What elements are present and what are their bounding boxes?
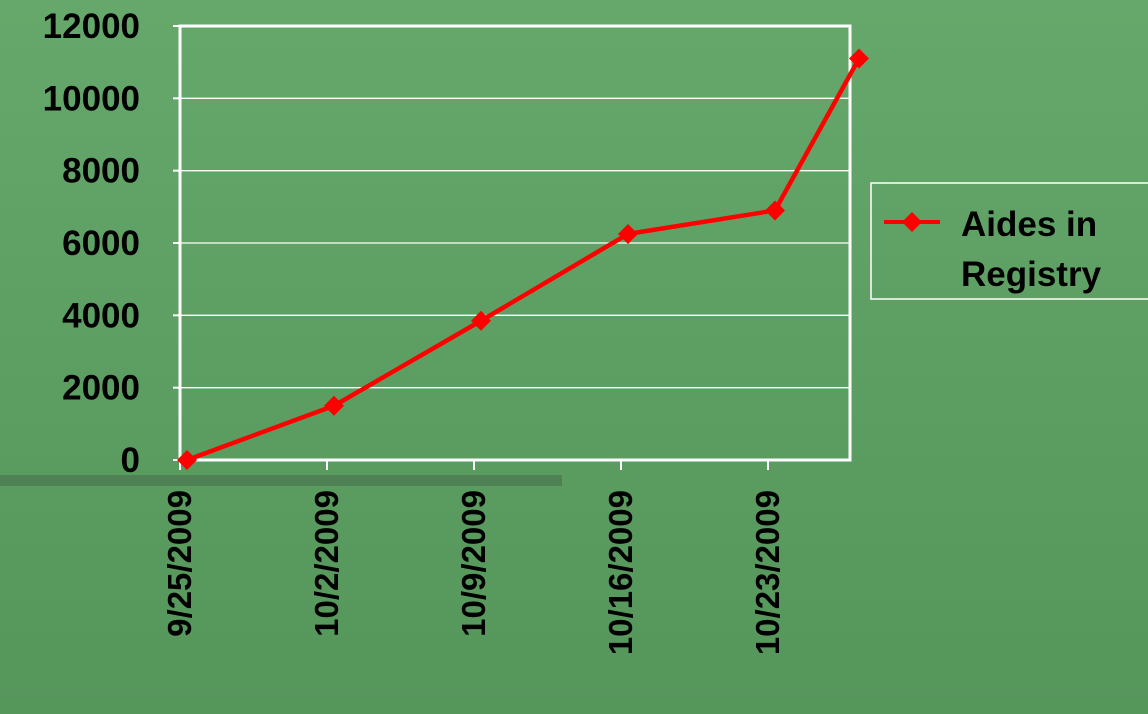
x-tick-label: 10/9/2009 [455, 490, 492, 637]
x-tick-label: 10/23/2009 [749, 490, 786, 655]
y-tick-label: 12000 [43, 7, 140, 46]
x-tick-label: 10/2/2009 [308, 490, 345, 637]
data-point-marker [618, 223, 638, 244]
legend-marker-swatch [902, 212, 922, 232]
data-point-marker [471, 310, 491, 331]
legend-label-line1: Aides in [961, 205, 1097, 244]
y-axis-ticks: 0 2000 4000 6000 8000 10000 12000 [43, 7, 180, 480]
y-tick-label: 2000 [62, 369, 140, 408]
legend: Aides in Registry [870, 182, 1148, 300]
x-tick-label: 10/16/2009 [602, 490, 639, 655]
series-layer [177, 48, 869, 470]
y-tick-label: 10000 [43, 79, 140, 118]
gridlines [180, 97, 850, 389]
x-tick-label: 9/25/2009 [161, 490, 198, 637]
data-point-marker [765, 200, 785, 221]
data-point-marker [177, 450, 197, 470]
x-axis-ticks: 9/25/2009 10/2/2009 10/9/2009 10/16/2009 10/… [161, 460, 786, 655]
axis-shadow-bar [0, 475, 562, 486]
series-line [186, 57, 861, 463]
data-point-marker [849, 48, 869, 69]
y-tick-label: 6000 [62, 224, 140, 263]
legend-label-line2: Registry [961, 255, 1102, 294]
y-tick-label: 8000 [62, 152, 140, 191]
data-point-marker [324, 395, 344, 416]
y-tick-label: 4000 [62, 296, 140, 335]
legend-box [870, 182, 1148, 300]
y-tick-label: 0 [121, 441, 140, 480]
